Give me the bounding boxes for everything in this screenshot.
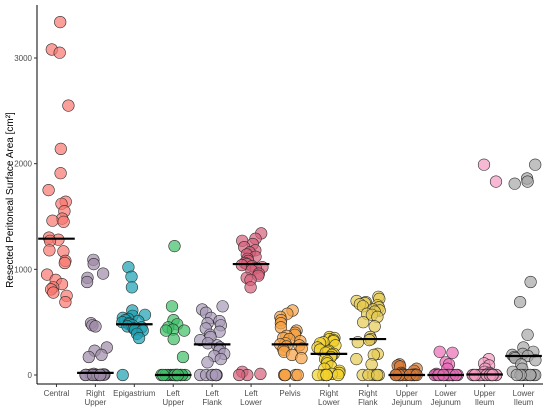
data-point (43, 244, 56, 257)
median-lines (38, 237, 542, 377)
data-point (95, 348, 108, 362)
data-point (446, 346, 459, 359)
data-point (529, 158, 542, 171)
y-ticks: 0 1000 2000 3000 (14, 54, 37, 380)
x-tick-label: Left Upper (162, 389, 184, 407)
x-tick-label: Upper Jejunum (392, 389, 423, 407)
data-point (125, 281, 138, 294)
data-point (508, 177, 521, 190)
data-point (521, 175, 534, 188)
y-tick-label: 3000 (14, 54, 32, 63)
data-point (529, 354, 542, 367)
data-point (62, 99, 75, 112)
data-point (54, 15, 67, 29)
x-tick-label: Left Flank (202, 389, 223, 407)
axes (36, 5, 543, 385)
data-point (368, 320, 381, 333)
data-point (291, 368, 304, 382)
data-point (42, 184, 55, 197)
data-point (489, 175, 503, 188)
data-point (116, 368, 129, 382)
data-point (87, 258, 100, 271)
y-tick-label: 0 (28, 371, 33, 380)
data-point (54, 167, 67, 180)
data-point (350, 353, 363, 366)
data-point (59, 296, 72, 309)
data-point (47, 286, 60, 299)
x-tick-label: Left Lower (240, 389, 262, 407)
data-point (167, 333, 180, 346)
y-tick-label: 2000 (14, 160, 32, 169)
data-point (357, 316, 370, 329)
data-points (40, 15, 542, 382)
data-point (80, 275, 94, 289)
x-tick-label: Lower Jejunum (431, 389, 462, 407)
data-point (168, 240, 181, 253)
data-point (125, 270, 138, 283)
data-point (54, 142, 67, 155)
data-point (513, 296, 527, 309)
x-tick-label: Epigastrium (113, 389, 156, 398)
data-point (133, 331, 146, 345)
data-point (320, 368, 333, 382)
data-point (278, 368, 292, 382)
data-point (58, 256, 71, 270)
x-tick-label: Lower Ileum (513, 389, 535, 407)
data-point (94, 368, 107, 382)
y-tick-label: 1000 (14, 265, 32, 274)
data-point (214, 353, 227, 366)
y-axis-title: Resected Peritoneal Surface Area [cm²] (5, 112, 16, 288)
data-point (57, 215, 70, 228)
data-point (521, 328, 534, 341)
data-point (159, 324, 173, 337)
data-point (244, 281, 257, 294)
data-point (295, 352, 308, 365)
data-point (510, 368, 523, 382)
data-point (209, 368, 222, 382)
data-point (371, 368, 384, 382)
data-point (433, 345, 446, 358)
x-tick-label: Pelvis (279, 389, 300, 398)
x-tick-label: Upper Ileum (474, 389, 496, 407)
data-point (53, 46, 66, 59)
x-tick-label: Right Upper (84, 389, 106, 407)
data-point (82, 350, 95, 364)
x-tick-label: Right Flank (358, 389, 379, 407)
x-ticks: Central Right Upper Epigastrium Left Upper Lef… (44, 384, 535, 407)
data-point (524, 275, 537, 289)
data-point (89, 320, 102, 333)
data-point (332, 368, 345, 382)
data-point (365, 358, 378, 371)
data-point (233, 368, 246, 382)
data-point (176, 350, 190, 364)
x-tick-label: Right Lower (318, 389, 340, 407)
data-point (477, 158, 491, 171)
data-point (96, 267, 110, 280)
data-point (165, 300, 179, 313)
data-point (216, 300, 229, 313)
data-point (201, 356, 214, 369)
data-point (254, 367, 267, 381)
x-tick-label: Central (44, 389, 70, 398)
data-point (46, 214, 59, 227)
data-point (178, 324, 191, 337)
